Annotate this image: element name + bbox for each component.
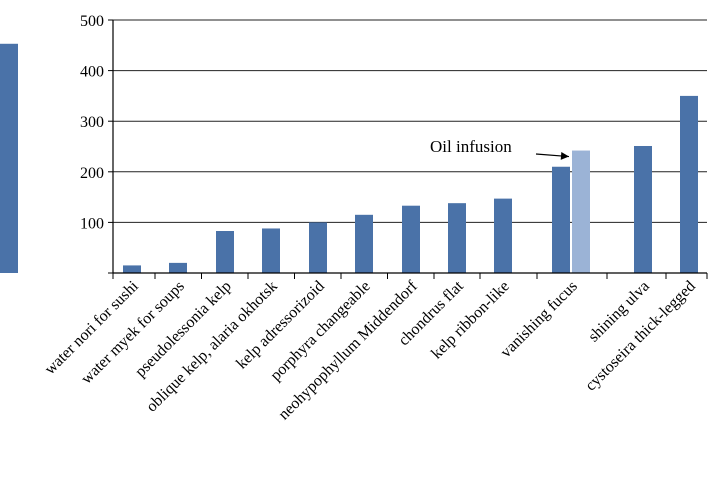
y-tick-label: 200 — [80, 165, 104, 182]
bars — [0, 43, 698, 274]
bar — [169, 262, 187, 273]
bar — [448, 203, 466, 273]
annotation-arrow-head — [560, 151, 569, 160]
bar — [355, 214, 373, 273]
bar — [262, 228, 280, 273]
annotation-label: Oil infusion — [430, 137, 512, 156]
bar — [216, 231, 234, 273]
bar — [402, 205, 420, 273]
annotation: Oil infusion — [430, 137, 570, 160]
axes — [108, 19, 708, 279]
bar — [309, 222, 327, 273]
y-tick-label: 100 — [80, 215, 104, 232]
gridlines — [113, 19, 707, 223]
y-tick-labels: 100 200 300 400 500 — [80, 13, 104, 232]
bar — [0, 43, 18, 274]
y-tick-label: 500 — [80, 13, 104, 30]
bar — [680, 95, 698, 274]
bar-oil-infusion — [572, 150, 590, 273]
y-tick-label: 400 — [80, 64, 104, 81]
bar — [494, 198, 512, 273]
bar — [123, 265, 141, 273]
y-tick-label: 300 — [80, 114, 104, 131]
bar — [552, 166, 570, 273]
bar — [634, 145, 652, 273]
